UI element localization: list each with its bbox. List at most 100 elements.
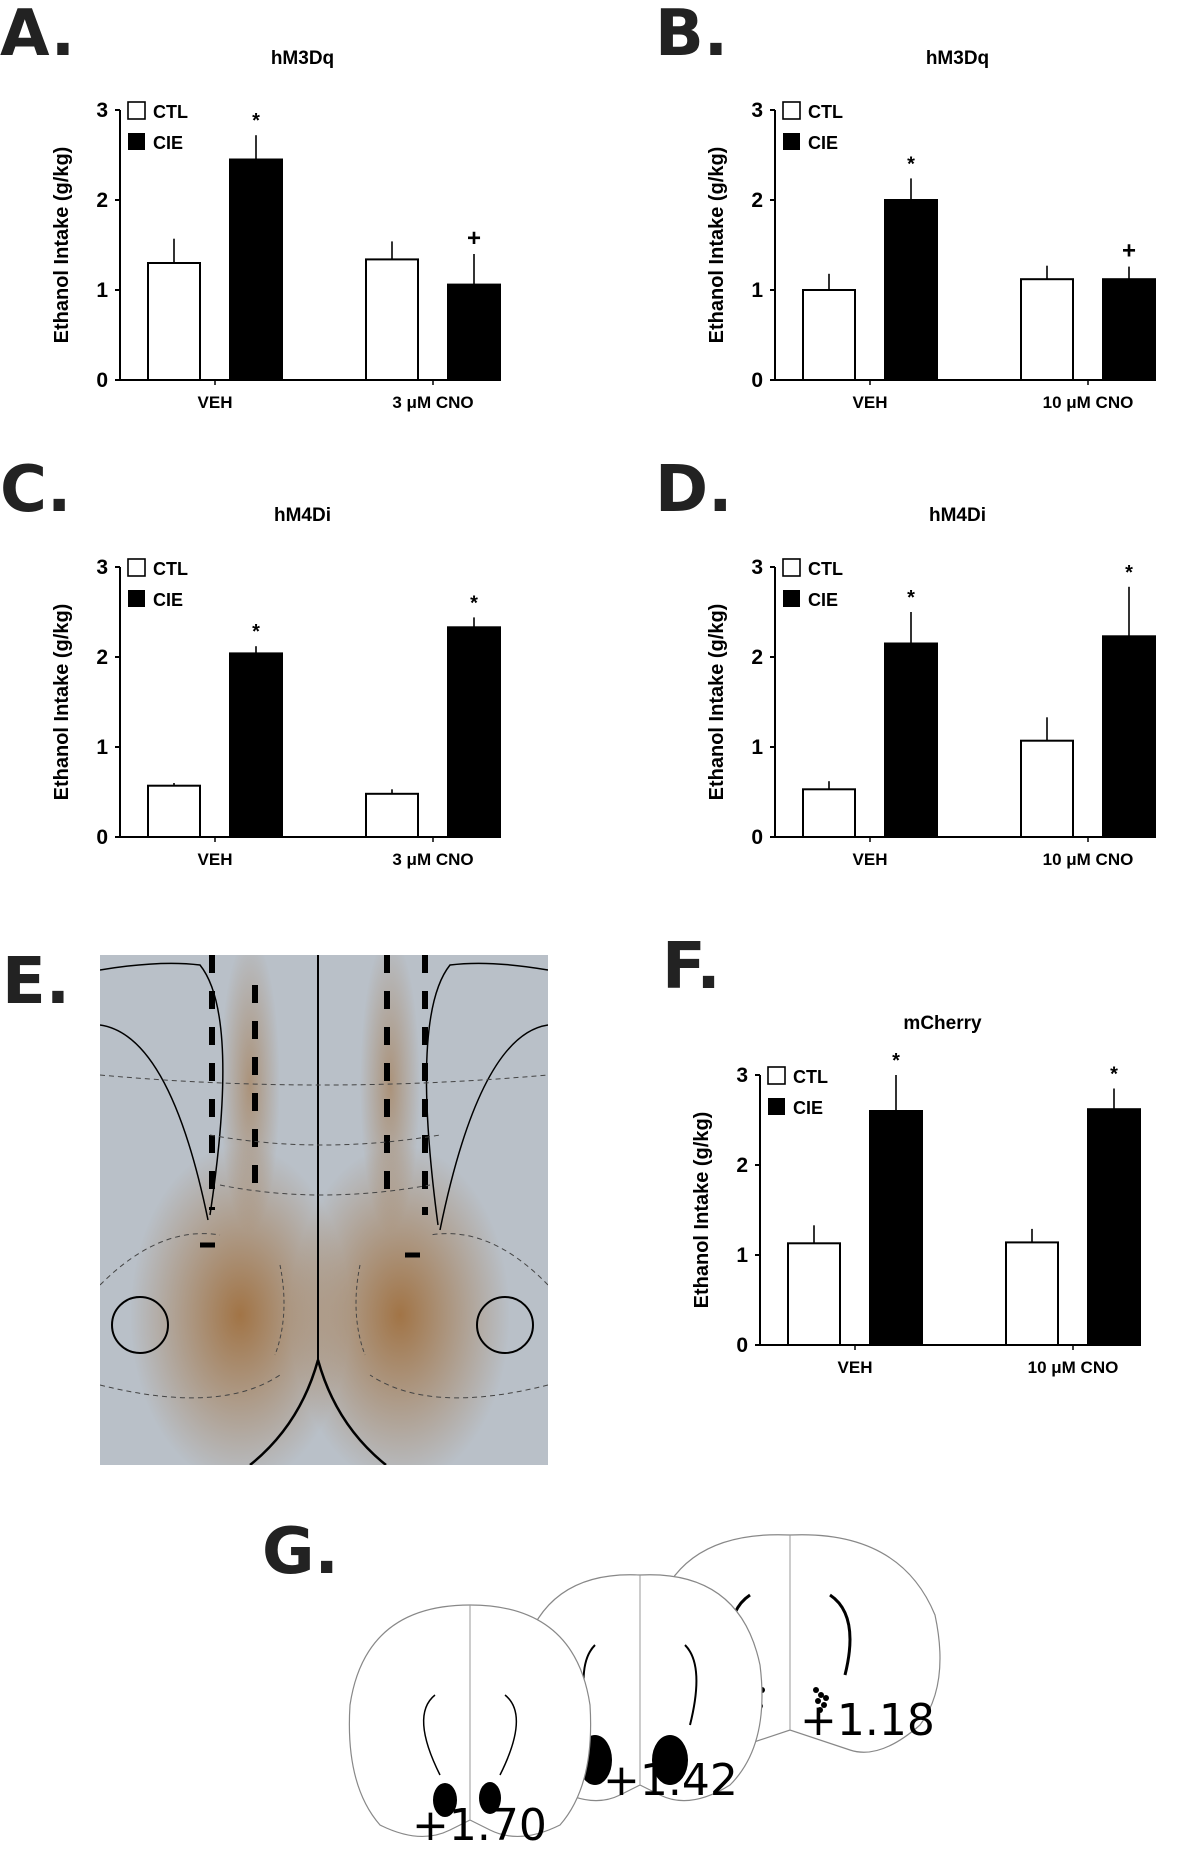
bar-cie — [1102, 635, 1156, 838]
y-tick-label: 2 — [751, 646, 763, 669]
y-tick-label: 2 — [96, 646, 108, 669]
panel-letter-c: C. — [0, 453, 72, 527]
bar-cie — [447, 626, 501, 838]
bar-ctl — [802, 788, 856, 838]
chart-title: hM3Dq — [271, 48, 334, 69]
bar-cie — [1087, 1108, 1141, 1346]
bar-cie — [1102, 278, 1156, 381]
significance-marker: * — [1110, 1064, 1118, 1086]
significance-marker: * — [907, 587, 915, 609]
y-tick-label: 3 — [751, 99, 763, 122]
bar-ctl — [1020, 278, 1074, 381]
legend-cie-label: CIE — [808, 133, 838, 153]
x-tick-label: 10 μM CNO — [1028, 1358, 1119, 1377]
chart-a: hM3Dq Ethanol Intake (g/kg) 0 1 2 3 CTL CIE VEH *… — [40, 40, 501, 435]
bar-ctl — [365, 792, 419, 838]
legend-cie-label: CIE — [808, 590, 838, 610]
significance-marker: * — [907, 153, 915, 175]
bar-chart-f: mCherry Ethanol Intake (g/kg) 0 1 2 3 CTL CIE VE… — [691, 1013, 1141, 1377]
y-axis-label: Ethanol Intake (g/kg) — [706, 147, 728, 344]
coronal-sections-diagram — [348, 1534, 941, 1838]
bar-ctl — [787, 1242, 841, 1346]
y-tick-label: 3 — [751, 556, 763, 579]
significance-marker: * — [252, 110, 260, 132]
y-tick-label: 1 — [96, 279, 108, 302]
significance-marker: * — [1125, 562, 1133, 584]
y-tick-label: 2 — [736, 1154, 748, 1177]
legend-cie-label: CIE — [153, 133, 183, 153]
section-label-1-42: +1.42 — [603, 1755, 738, 1806]
chart-title: hM4Di — [929, 505, 986, 526]
bar-ctl — [1005, 1241, 1059, 1346]
bar-cie — [884, 199, 938, 381]
legend-cie-swatch — [783, 590, 800, 607]
y-axis-label: Ethanol Intake (g/kg) — [51, 147, 73, 344]
chart-b: hM3Dq Ethanol Intake (g/kg) 0 1 2 3 CTL CIE VEH *… — [695, 40, 1156, 435]
legend-ctl-label: CTL — [153, 559, 188, 579]
y-tick-label: 0 — [96, 826, 108, 849]
bar-cie — [229, 158, 283, 381]
chart-title: hM3Dq — [926, 48, 989, 69]
x-tick-label: 10 μM CNO — [1043, 393, 1134, 412]
y-tick-label: 0 — [96, 369, 108, 392]
y-tick-label: 0 — [751, 369, 763, 392]
panel-letter-f: F. — [662, 930, 721, 1004]
y-tick-label: 3 — [96, 556, 108, 579]
panel-letter-b: B. — [655, 0, 729, 71]
bar-chart-d: hM4Di Ethanol Intake (g/kg) 0 1 2 3 CTL CIE VEH *… — [706, 505, 1156, 869]
panel-letter-g: G. — [262, 1515, 339, 1589]
y-tick-label: 1 — [96, 736, 108, 759]
legend-ctl-swatch — [782, 558, 801, 577]
legend-cie-swatch — [128, 133, 145, 150]
y-axis-label: Ethanol Intake (g/kg) — [51, 604, 73, 801]
x-tick-label: VEH — [853, 850, 888, 869]
y-tick-label: 0 — [751, 826, 763, 849]
significance-marker: * — [892, 1050, 900, 1072]
bar-chart-b: hM3Dq Ethanol Intake (g/kg) 0 1 2 3 CTL CIE VEH *… — [706, 48, 1156, 412]
legend-ctl-swatch — [127, 101, 146, 120]
x-tick-label: 3 μM CNO — [392, 850, 473, 869]
section-label-1-70: +1.70 — [412, 1800, 547, 1851]
bar-cie — [447, 283, 501, 382]
bar-ctl — [1020, 739, 1074, 838]
legend-ctl-swatch — [127, 558, 146, 577]
bar-chart-a: hM3Dq Ethanol Intake (g/kg) 0 1 2 3 CTL CIE VEH *… — [51, 48, 501, 412]
chart-title: mCherry — [903, 1013, 982, 1034]
significance-marker: * — [252, 621, 260, 643]
y-axis-label: Ethanol Intake (g/kg) — [706, 604, 728, 801]
section-label-1-18: +1.18 — [800, 1695, 935, 1746]
y-tick-label: 1 — [736, 1244, 748, 1267]
y-tick-label: 2 — [96, 189, 108, 212]
chart-c: hM4Di Ethanol Intake (g/kg) 0 1 2 3 CTL CIE VEH *… — [40, 497, 501, 892]
bar-ctl — [147, 784, 201, 839]
panel-letter-e: E. — [2, 945, 71, 1019]
chart-title: hM4Di — [274, 505, 331, 526]
legend-ctl-label: CTL — [153, 102, 188, 122]
histology-image — [100, 955, 548, 1465]
panel-letter-a: A. — [0, 0, 76, 71]
bar-ctl — [147, 262, 201, 381]
y-tick-label: 3 — [96, 99, 108, 122]
x-tick-label: VEH — [838, 1358, 873, 1377]
bar-cie — [884, 642, 938, 838]
legend-cie-swatch — [783, 133, 800, 150]
panel-letter-d: D. — [655, 453, 733, 527]
chart-d: hM4Di Ethanol Intake (g/kg) 0 1 2 3 CTL CIE VEH *… — [695, 497, 1156, 892]
chart-f: mCherry Ethanol Intake (g/kg) 0 1 2 3 CTL CIE VE… — [680, 1005, 1141, 1400]
legend-cie-swatch — [768, 1098, 785, 1115]
x-tick-label: 10 μM CNO — [1043, 850, 1134, 869]
y-tick-label: 2 — [751, 189, 763, 212]
bar-ctl — [802, 289, 856, 381]
legend-ctl-label: CTL — [808, 102, 843, 122]
y-tick-label: 1 — [751, 279, 763, 302]
significance-marker: + — [1122, 238, 1136, 265]
x-tick-label: 3 μM CNO — [392, 393, 473, 412]
y-tick-label: 1 — [751, 736, 763, 759]
section-1-icon — [348, 1604, 592, 1838]
bar-ctl — [365, 258, 419, 381]
y-axis-label: Ethanol Intake (g/kg) — [691, 1112, 713, 1309]
y-tick-label: 0 — [736, 1334, 748, 1357]
brain-section-overlay-icon — [100, 955, 548, 1465]
x-tick-label: VEH — [198, 393, 233, 412]
legend-ctl-label: CTL — [808, 559, 843, 579]
